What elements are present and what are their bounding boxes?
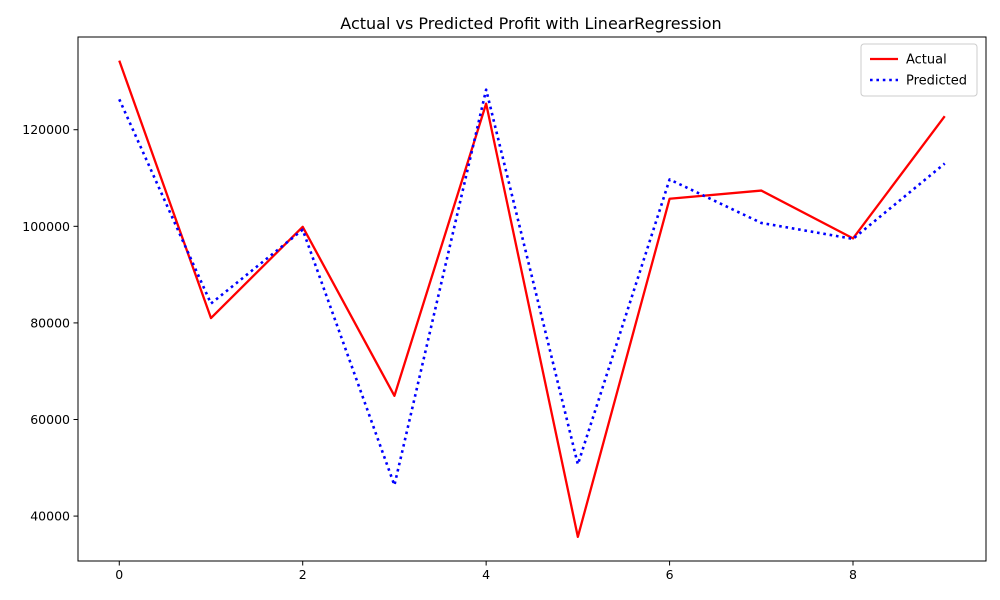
y-tick-label: 100000	[22, 219, 70, 234]
y-axis: 40000 60000 80000 100000 120000	[22, 122, 78, 524]
legend-label-predicted: Predicted	[906, 74, 967, 89]
legend: Actual Predicted	[860, 43, 978, 97]
x-tick-label: 0	[115, 567, 123, 582]
plot-frame	[77, 36, 987, 562]
x-tick-label: 8	[849, 567, 857, 582]
y-tick-label: 120000	[22, 122, 70, 137]
y-tick-label: 40000	[30, 509, 70, 524]
series-layer	[118, 60, 946, 538]
chart-title: Actual vs Predicted Profit with LinearRe…	[340, 14, 721, 33]
y-tick-label: 60000	[30, 412, 70, 427]
x-tick-label: 2	[299, 567, 307, 582]
plot-area	[78, 37, 986, 561]
x-tick-label: 6	[666, 567, 674, 582]
legend-label-actual: Actual	[906, 53, 947, 68]
legend-box	[860, 43, 978, 97]
x-tick-label: 4	[482, 567, 490, 582]
series-line-predicted	[118, 88, 946, 487]
y-tick-label: 80000	[30, 315, 70, 330]
x-axis: 0 2 4 6 8	[115, 561, 857, 582]
series-line-actual	[118, 60, 946, 538]
